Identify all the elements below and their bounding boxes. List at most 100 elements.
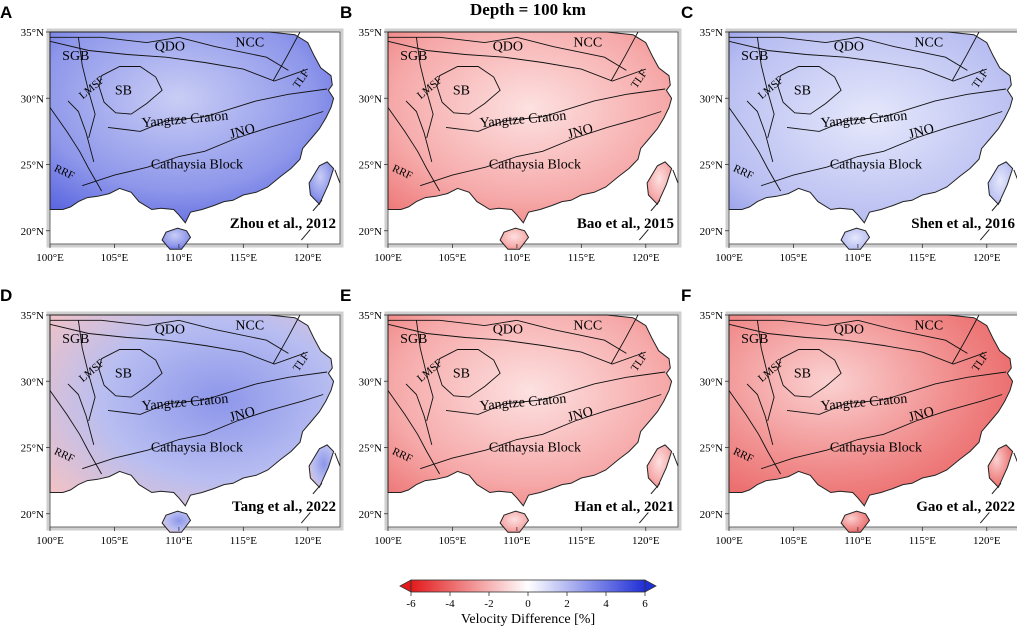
panel-letter: D <box>0 286 12 305</box>
tectonic-boundary <box>415 37 434 139</box>
region-label-ncc: NCC <box>573 319 602 334</box>
citation: Tang et al., 2022 <box>232 499 336 515</box>
lon-tick-label: 115°E <box>568 252 595 264</box>
hainan-island <box>840 227 871 250</box>
region-label-sgb: SGB <box>741 49 768 64</box>
tectonic-boundary <box>77 320 96 422</box>
lat-tick-label: 20°N <box>700 226 723 238</box>
region-label-sb: SB <box>115 83 132 98</box>
figure-title: Depth = 100 km <box>470 0 586 19</box>
tectonic-boundary <box>728 390 781 475</box>
lon-tick-label: 110°E <box>844 252 871 264</box>
lat-tick-label: 25°N <box>21 443 44 455</box>
region-label-sb: SB <box>115 366 132 381</box>
hainan-island <box>499 227 530 250</box>
lat-tick-label: 20°N <box>21 509 44 521</box>
colorbar-tick-label: 2 <box>564 598 570 610</box>
taiwan-island <box>646 161 673 206</box>
lat-tick-label: 35°N <box>700 27 723 39</box>
lat-tick-label: 20°N <box>359 226 382 238</box>
lon-tick-label: 105°E <box>780 535 808 547</box>
region-label-jno: JNO <box>566 121 595 142</box>
region-label-jno: JNO <box>907 404 936 425</box>
mainland-shape <box>49 31 335 224</box>
lat-tick-label: 35°N <box>21 310 44 322</box>
lat-tick-label: 35°N <box>359 310 382 322</box>
tectonic-boundary <box>756 320 775 422</box>
region-label-ncc: NCC <box>573 36 602 51</box>
region-label-sgb: SGB <box>62 49 89 64</box>
lon-tick-label: 100°E <box>715 252 743 264</box>
tectonic-boundary <box>729 319 968 354</box>
lat-tick-label: 20°N <box>359 509 382 521</box>
lon-tick-label: 105°E <box>101 535 129 547</box>
sichuan-basin-outline <box>777 349 842 398</box>
tectonic-boundary <box>729 36 968 71</box>
tectonic-boundary <box>387 323 646 365</box>
trench-mark <box>991 482 1002 495</box>
lon-tick-label: 120°E <box>973 535 1001 547</box>
lat-tick-label: 25°N <box>21 160 44 172</box>
region-label-sgb: SGB <box>400 49 427 64</box>
hainan-island <box>161 227 192 250</box>
tectonic-boundary <box>415 320 434 422</box>
trench-mark <box>1013 452 1017 463</box>
colorbar: -6 -4 -2 0 2 4 6 Velocity Difference [%] <box>399 579 657 627</box>
tectonic-boundary <box>761 111 1003 187</box>
tectonic-boundary <box>951 31 980 82</box>
trench-mark <box>979 229 990 241</box>
region-label-ncc: NCC <box>235 319 264 334</box>
region-label-sgb: SGB <box>741 332 768 347</box>
sichuan-basin-outline <box>436 66 501 115</box>
sichuan-basin-outline <box>436 349 501 398</box>
sichuan-basin-outline <box>777 66 842 115</box>
tectonic-boundary <box>272 314 301 365</box>
colorbar-scale <box>410 579 646 593</box>
region-label-qdo: QDO <box>155 323 185 338</box>
lon-tick-label: 105°E <box>780 252 808 264</box>
colorbar-label: Velocity Difference [%] <box>461 612 595 627</box>
tectonic-boundary <box>49 107 102 192</box>
mainland-shape <box>387 31 673 224</box>
colorbar-max-arrow <box>644 579 657 593</box>
citation: Gao et al., 2022 <box>916 499 1015 515</box>
lon-tick-label: 120°E <box>632 535 660 547</box>
lon-tick-label: 110°E <box>503 252 530 264</box>
hainan-island <box>161 510 192 533</box>
region-label-cathaysia: Cathaysia Block <box>151 157 243 172</box>
lon-tick-label: 115°E <box>568 535 595 547</box>
trench-mark <box>334 169 341 184</box>
tectonic-boundary <box>445 371 666 415</box>
trench-mark <box>672 169 679 184</box>
tectonic-boundary <box>387 40 646 82</box>
panel-letter: E <box>340 286 351 305</box>
region-label-qdo: QDO <box>493 40 523 55</box>
mainland-shape <box>728 314 1014 507</box>
lat-tick-label: 35°N <box>21 27 44 39</box>
tectonic-boundary <box>610 31 639 82</box>
region-label-jno: JNO <box>566 404 595 425</box>
lat-tick-label: 30°N <box>21 93 44 105</box>
trench-mark <box>334 452 341 467</box>
tectonic-boundary <box>387 390 440 475</box>
region-label-jno: JNO <box>907 121 936 142</box>
lon-tick-label: 115°E <box>230 535 257 547</box>
lon-tick-label: 120°E <box>973 252 1001 264</box>
lon-tick-label: 115°E <box>230 252 257 264</box>
region-label-cathaysia: Cathaysia Block <box>489 157 581 172</box>
tectonic-boundary <box>107 88 328 132</box>
trench-mark <box>638 229 649 241</box>
region-label-cathaysia: Cathaysia Block <box>151 440 243 455</box>
colorbar-tick-label: 6 <box>642 598 648 610</box>
region-label-qdo: QDO <box>834 40 864 55</box>
trench-mark <box>979 512 990 524</box>
region-label-sb: SB <box>453 366 470 381</box>
taiwan-island <box>987 161 1014 206</box>
trench-mark <box>300 512 311 524</box>
tectonic-boundary <box>951 314 980 365</box>
region-label-sgb: SGB <box>400 332 427 347</box>
colorbar-tick-label: -6 <box>406 598 416 610</box>
lat-tick-label: 25°N <box>359 160 382 172</box>
